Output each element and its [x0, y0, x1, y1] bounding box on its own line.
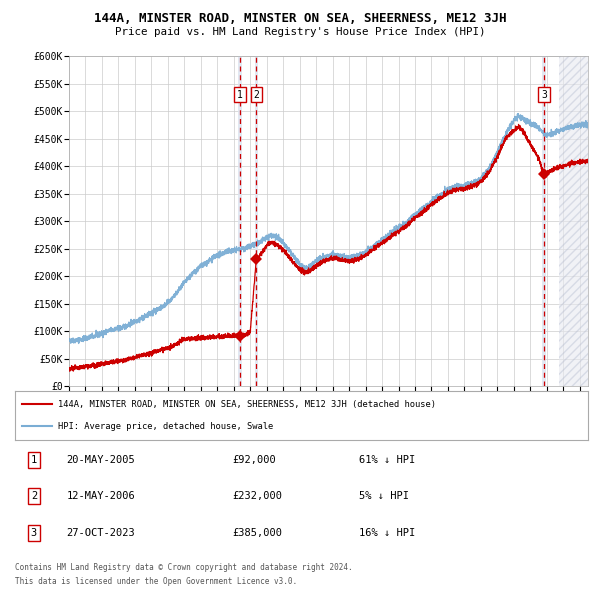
Text: 27-OCT-2023: 27-OCT-2023 — [67, 527, 136, 537]
Text: 144A, MINSTER ROAD, MINSTER ON SEA, SHEERNESS, ME12 3JH: 144A, MINSTER ROAD, MINSTER ON SEA, SHEE… — [94, 12, 506, 25]
Bar — [254, 56, 258, 386]
Text: HPI: Average price, detached house, Swale: HPI: Average price, detached house, Swal… — [58, 422, 273, 431]
Text: Price paid vs. HM Land Registry's House Price Index (HPI): Price paid vs. HM Land Registry's House … — [115, 28, 485, 37]
Text: Contains HM Land Registry data © Crown copyright and database right 2024.: Contains HM Land Registry data © Crown c… — [15, 563, 353, 572]
Text: 16% ↓ HPI: 16% ↓ HPI — [359, 527, 415, 537]
Text: 2: 2 — [253, 90, 259, 100]
Bar — [559, 56, 588, 386]
Text: £232,000: £232,000 — [233, 491, 283, 502]
Text: 12-MAY-2006: 12-MAY-2006 — [67, 491, 136, 502]
Bar — [559, 56, 588, 386]
Text: 1: 1 — [237, 90, 243, 100]
Text: £92,000: £92,000 — [233, 455, 277, 465]
Text: 20-MAY-2005: 20-MAY-2005 — [67, 455, 136, 465]
Text: 61% ↓ HPI: 61% ↓ HPI — [359, 455, 415, 465]
Text: This data is licensed under the Open Government Licence v3.0.: This data is licensed under the Open Gov… — [15, 577, 297, 586]
Bar — [542, 56, 545, 386]
Text: £385,000: £385,000 — [233, 527, 283, 537]
Text: 3: 3 — [541, 90, 547, 100]
Text: 144A, MINSTER ROAD, MINSTER ON SEA, SHEERNESS, ME12 3JH (detached house): 144A, MINSTER ROAD, MINSTER ON SEA, SHEE… — [58, 400, 436, 409]
Text: 3: 3 — [31, 527, 37, 537]
Text: 1: 1 — [31, 455, 37, 465]
Text: 5% ↓ HPI: 5% ↓ HPI — [359, 491, 409, 502]
Bar — [238, 56, 242, 386]
Text: 2: 2 — [31, 491, 37, 502]
